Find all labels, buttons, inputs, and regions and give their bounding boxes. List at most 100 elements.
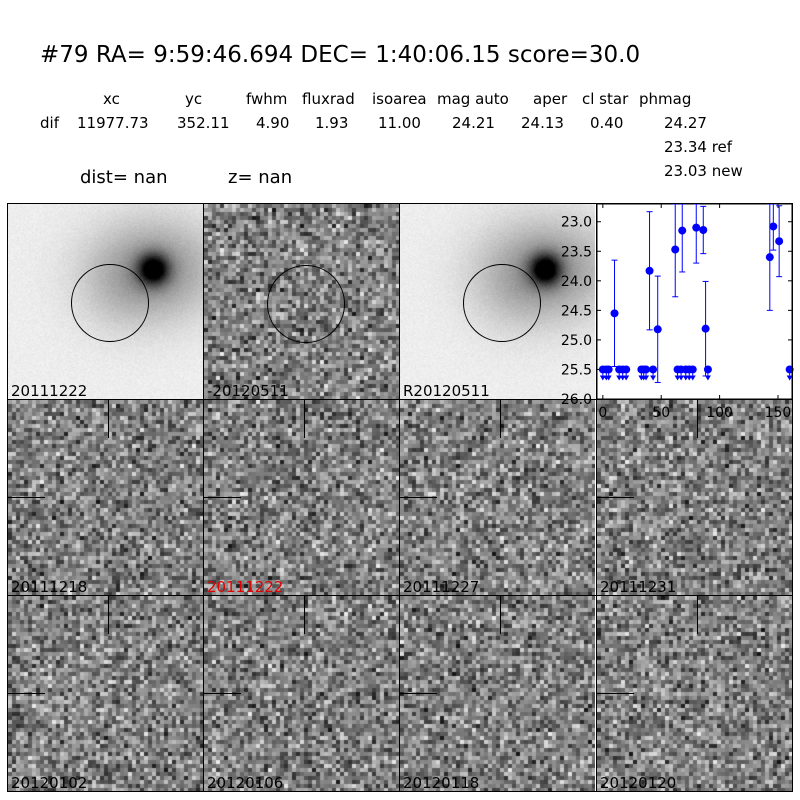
light-curve-chart: 23.0 23.5 24.0 24.5 25.0 25.5 26.0 0 50 100 150 xyxy=(561,203,794,421)
upper-limit-arrow xyxy=(689,375,696,381)
stamp-epoch[interactable]: 20111222 xyxy=(204,400,399,595)
col-header-yc: yc xyxy=(185,90,203,108)
detection-point xyxy=(678,226,687,235)
stamp-epoch[interactable]: 20111231 xyxy=(597,400,792,595)
stamp-date-label-current: 20111222 xyxy=(207,578,284,595)
upper-limit-point xyxy=(703,365,712,374)
x-tick-label: 150 xyxy=(765,405,792,421)
light-curve-panel: 23.0 23.5 24.0 24.5 25.0 25.5 26.0 0 50 100 150 xyxy=(561,203,794,421)
col-header-mag-auto: mag auto xyxy=(437,90,509,108)
col-header-phmag: phmag xyxy=(639,90,692,108)
upper-limit-point xyxy=(622,365,631,374)
stamp-date-label: 20111231 xyxy=(600,578,677,595)
detection-point xyxy=(671,245,680,254)
grid-divider xyxy=(203,203,204,792)
stamp-date-label: 20111218 xyxy=(11,578,88,595)
grid-divider xyxy=(399,203,400,792)
y-tick-label: 24.0 xyxy=(561,274,592,290)
detection-point xyxy=(610,309,619,318)
stamp-reference[interactable]: 20111222 xyxy=(8,204,203,399)
crosshair-vertical xyxy=(697,400,698,438)
stamp-date-label: R20120511 xyxy=(403,382,490,399)
detection-point xyxy=(765,253,774,262)
value-aper: 24.13 xyxy=(521,114,564,132)
col-header-isoarea: isoarea xyxy=(372,90,427,108)
stamp-date-label: 20120118 xyxy=(403,774,480,791)
z-readout: z= nan xyxy=(228,167,293,188)
crosshair-horizontal xyxy=(204,497,241,498)
crosshair-vertical xyxy=(304,596,305,634)
aperture-circle xyxy=(71,264,149,342)
col-header-xc: xc xyxy=(103,90,120,108)
crosshair-horizontal xyxy=(204,693,241,694)
grid-divider xyxy=(7,399,793,400)
stamp-epoch[interactable]: 20120102 xyxy=(8,596,203,791)
stamp-epoch[interactable]: 20111227 xyxy=(400,400,595,595)
candidate-title: #79 RA= 9:59:46.694 DEC= 1:40:06.15 scor… xyxy=(40,42,641,68)
col-header-fwhm: fwhm xyxy=(246,90,288,108)
stamp-epoch[interactable]: 20120118 xyxy=(400,596,595,791)
detection-point xyxy=(653,325,662,334)
detection-point xyxy=(692,223,701,232)
new-magnitude: 23.03 new xyxy=(664,162,743,180)
stamp-date-label: 20111222 xyxy=(11,382,88,399)
value-xc: 11977.73 xyxy=(77,114,149,132)
stamp-epoch[interactable]: 20120106 xyxy=(204,596,399,791)
detection-point xyxy=(645,266,654,275)
aperture-circle xyxy=(267,265,345,343)
aperture-circle xyxy=(463,264,541,342)
value-cl-star: 0.40 xyxy=(590,114,624,132)
upper-limit-arrow xyxy=(786,375,793,381)
value-fluxrad: 1.93 xyxy=(315,114,349,132)
col-header-aper: aper xyxy=(533,90,568,108)
y-tick-label: 25.0 xyxy=(561,333,592,349)
value-isoarea: 11.00 xyxy=(378,114,421,132)
crosshair-vertical xyxy=(304,400,305,438)
x-tick-label: 100 xyxy=(706,405,733,421)
crosshair-horizontal xyxy=(597,497,634,498)
detection-point xyxy=(699,226,708,234)
crosshair-vertical xyxy=(500,400,501,438)
grid-divider xyxy=(7,595,793,596)
upper-limit-arrow xyxy=(623,375,630,381)
y-tick-label: 23.5 xyxy=(561,244,592,260)
row-label: dif xyxy=(40,114,59,132)
col-header-fluxrad: fluxrad xyxy=(302,90,355,108)
value-phmag: 24.27 xyxy=(664,114,707,132)
crosshair-horizontal xyxy=(8,497,45,498)
dist-readout: dist= nan xyxy=(80,167,168,188)
upper-limit-arrow xyxy=(605,375,612,381)
crosshair-horizontal xyxy=(400,497,437,498)
upper-limit-arrow xyxy=(643,375,650,381)
upper-limit-point xyxy=(785,365,794,374)
stamp-epoch[interactable]: 20120120 xyxy=(597,596,792,791)
stamp-template[interactable]: R20120511 xyxy=(400,204,595,399)
stamp-date-label: 20120120 xyxy=(600,774,677,791)
y-tick-label: 26.0 xyxy=(561,392,592,408)
col-header-cl-star: cl star xyxy=(582,90,629,108)
y-tick-label: 23.0 xyxy=(561,215,592,231)
grid-divider xyxy=(596,203,597,792)
crosshair-vertical xyxy=(108,400,109,438)
y-tick-label: 24.5 xyxy=(561,303,592,319)
crosshair-vertical xyxy=(697,596,698,634)
upper-limit-point xyxy=(604,365,613,374)
value-yc: 352.11 xyxy=(177,114,230,132)
value-fwhm: 4.90 xyxy=(256,114,290,132)
value-mag-auto: 24.21 xyxy=(452,114,495,132)
crosshair-horizontal xyxy=(8,693,45,694)
x-tick-label: 0 xyxy=(598,405,607,421)
stamp-date-label: 20111227 xyxy=(403,578,480,595)
upper-limit-arrow xyxy=(704,375,711,381)
stamp-difference[interactable]: -20120511 xyxy=(204,204,399,399)
stamp-epoch[interactable]: 20111218 xyxy=(8,400,203,595)
ref-magnitude: 23.34 ref xyxy=(664,138,733,156)
detection-point xyxy=(769,222,778,231)
y-tick-label: 25.5 xyxy=(561,362,592,378)
stamp-date-label: -20120511 xyxy=(207,382,289,399)
detection-point xyxy=(775,237,784,246)
stamp-date-label: 20120106 xyxy=(207,774,284,791)
detection-point xyxy=(701,324,710,333)
crosshair-horizontal xyxy=(400,693,437,694)
upper-limit-arrow xyxy=(650,375,657,381)
